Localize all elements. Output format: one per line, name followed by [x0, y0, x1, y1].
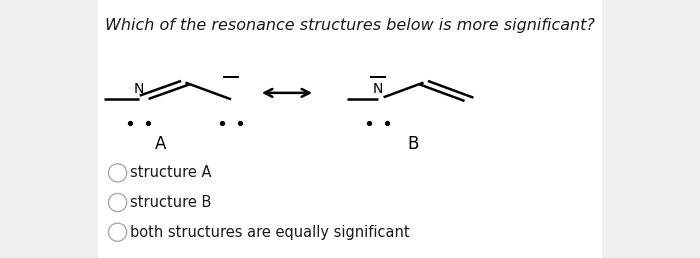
- Text: N: N: [373, 82, 383, 96]
- Text: N: N: [134, 82, 143, 96]
- Text: structure A: structure A: [130, 165, 211, 180]
- Text: A: A: [155, 135, 167, 154]
- Text: B: B: [407, 135, 419, 154]
- FancyBboxPatch shape: [98, 0, 602, 258]
- Text: Which of the resonance structures below is more significant?: Which of the resonance structures below …: [105, 18, 595, 33]
- Text: structure B: structure B: [130, 195, 211, 210]
- Text: both structures are equally significant: both structures are equally significant: [130, 225, 409, 240]
